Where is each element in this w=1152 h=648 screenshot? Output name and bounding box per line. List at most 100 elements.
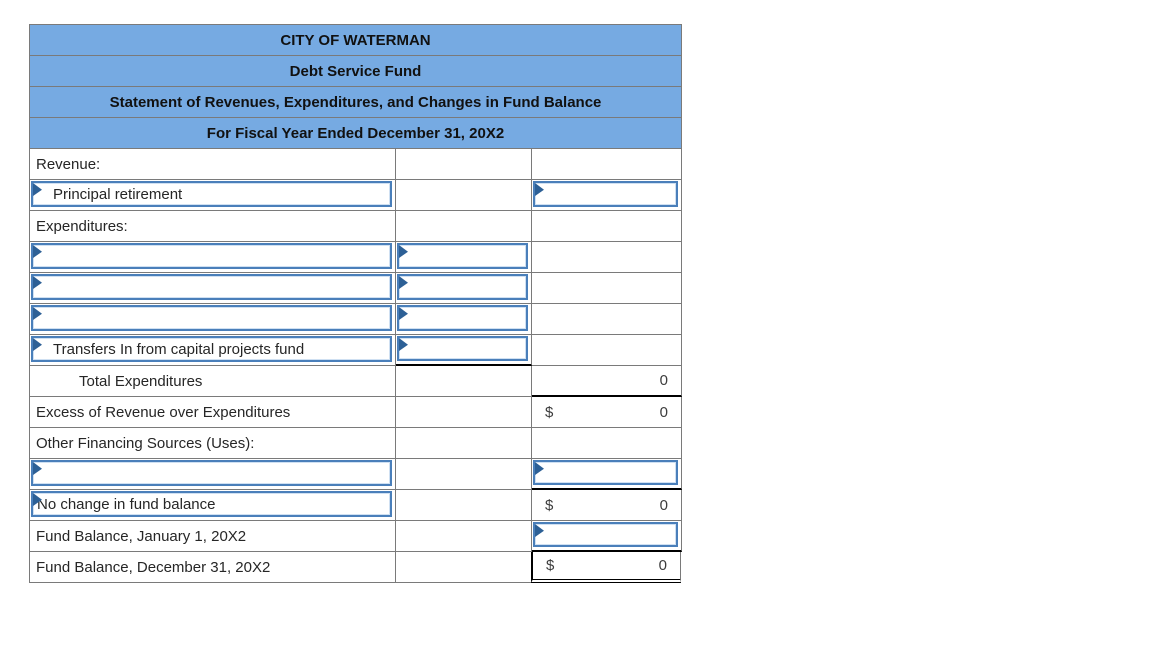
other-financing-blank-c1	[30, 459, 396, 490]
expenditure-blank-1-c3	[532, 242, 682, 273]
expenditure-blank-1-c1-input[interactable]	[31, 243, 392, 269]
expenditure-blank-1-c1	[30, 242, 396, 273]
principal-retirement-label: Principal retirement	[53, 185, 183, 203]
expenditure-blank-3-c1	[30, 304, 396, 335]
table-row: Transfers In from capital projects fund	[30, 335, 682, 366]
table-row: Total Expenditures 0	[30, 366, 682, 397]
corner-flag-icon	[399, 276, 408, 289]
corner-flag-icon	[399, 307, 408, 320]
statement-header: CITY OF WATERMAN Debt Service Fund State…	[30, 25, 682, 149]
other-financing-c1: Other Financing Sources (Uses):	[30, 428, 396, 459]
expenditure-blank-1-c2-input[interactable]	[397, 243, 528, 269]
expenditures-section-label: Expenditures:	[36, 217, 128, 235]
expenditure-blank-2-c2	[396, 273, 532, 304]
table-row: Excess of Revenue over Expenditures $0	[30, 397, 682, 428]
fund-title: Debt Service Fund	[30, 56, 682, 87]
corner-flag-icon	[33, 338, 42, 351]
other-financing-c2	[396, 428, 532, 459]
expenditure-blank-3-c2	[396, 304, 532, 335]
transfers-in-c3	[532, 335, 682, 366]
other-financing-blank-c2	[396, 459, 532, 490]
transfers-in-c1-input[interactable]: Transfers In from capital projects fund	[31, 336, 392, 362]
fund-balance-jan-c3-input[interactable]	[533, 522, 678, 547]
expenditure-blank-3-c1-input[interactable]	[31, 305, 392, 331]
statement-table: CITY OF WATERMAN Debt Service Fund State…	[29, 24, 682, 583]
table-row: Fund Balance, December 31, 20X2 $0	[30, 552, 682, 583]
table-row	[30, 459, 682, 490]
expenditure-blank-2-c2-input[interactable]	[397, 274, 528, 300]
expenditures-section-c2	[396, 211, 532, 242]
corner-flag-icon	[33, 183, 42, 196]
total-expenditures-amount: 0	[532, 372, 681, 389]
table-row: Revenue:	[30, 149, 682, 180]
amount-value: 0	[659, 403, 668, 421]
fund-balance-jan-label: Fund Balance, January 1, 20X2	[36, 527, 247, 545]
transfers-in-label: Transfers In from capital projects fund	[53, 340, 305, 358]
corner-flag-icon	[33, 245, 42, 258]
excess-revenue-c2	[396, 397, 532, 428]
transfers-in-c2-input[interactable]	[397, 336, 528, 361]
other-financing-blank-c1-input[interactable]	[31, 460, 392, 486]
no-change-label: No change in fund balance	[37, 495, 216, 513]
corner-flag-icon	[535, 524, 544, 537]
principal-retirement-c3-input[interactable]	[533, 181, 678, 207]
other-financing-blank-c3-input[interactable]	[533, 460, 678, 485]
period-title: For Fiscal Year Ended December 31, 20X2	[30, 118, 682, 149]
no-change-c1: No change in fund balance	[30, 490, 396, 521]
excess-revenue-c3: $0	[532, 397, 682, 428]
expenditures-section-c3	[532, 211, 682, 242]
no-change-c3: $0	[532, 490, 682, 521]
corner-flag-icon	[399, 338, 408, 351]
fund-balance-jan-c1: Fund Balance, January 1, 20X2	[30, 521, 396, 552]
corner-flag-icon	[535, 183, 544, 196]
corner-flag-icon	[535, 462, 544, 475]
fund-balance-dec-label: Fund Balance, December 31, 20X2	[36, 558, 271, 576]
no-change-c2	[396, 490, 532, 521]
amount-value: 0	[658, 557, 667, 574]
other-financing-label: Other Financing Sources (Uses):	[36, 434, 255, 452]
expenditure-blank-2-c1	[30, 273, 396, 304]
table-row: Expenditures:	[30, 211, 682, 242]
currency-symbol: $	[545, 403, 554, 421]
amount-value: 0	[659, 496, 668, 514]
principal-retirement-c1-input[interactable]: Principal retirement	[31, 181, 392, 207]
expenditure-blank-2-c3	[532, 273, 682, 304]
company-title: CITY OF WATERMAN	[30, 25, 682, 56]
table-row: Other Financing Sources (Uses):	[30, 428, 682, 459]
table-body: Revenue: Principal retirement Expenditures…	[30, 149, 682, 583]
expenditure-blank-1-c2	[396, 242, 532, 273]
fund-balance-dec-amount: $0	[533, 557, 680, 574]
revenue-section-c2	[396, 149, 532, 180]
no-change-c1-input[interactable]: No change in fund balance	[31, 491, 392, 517]
table-row: Principal retirement	[30, 180, 682, 211]
currency-symbol: $	[546, 557, 555, 574]
amount-value: 0	[659, 372, 668, 389]
no-change-amount: $0	[532, 497, 681, 514]
excess-revenue-amount: $0	[532, 404, 681, 421]
total-expenditures-c3: 0	[532, 366, 682, 397]
revenue-section-label: Revenue:	[36, 155, 101, 173]
fund-balance-dec-c3: $0	[531, 552, 681, 583]
principal-retirement-c3	[532, 180, 682, 211]
expenditure-blank-3-c2-input[interactable]	[397, 305, 528, 331]
currency-symbol: $	[545, 496, 554, 514]
corner-flag-icon	[33, 462, 42, 475]
excess-revenue-c1: Excess of Revenue over Expenditures	[30, 397, 396, 428]
table-row: Fund Balance, January 1, 20X2	[30, 521, 682, 552]
corner-flag-icon	[33, 307, 42, 320]
revenue-section-c1: Revenue:	[30, 149, 396, 180]
table-row	[30, 304, 682, 335]
table-row: No change in fund balance $0	[30, 490, 682, 521]
table-row	[30, 242, 682, 273]
excess-revenue-label: Excess of Revenue over Expenditures	[36, 403, 291, 421]
total-expenditures-label: Total Expenditures	[79, 372, 203, 390]
other-financing-blank-c3	[532, 459, 682, 490]
transfers-in-c1: Transfers In from capital projects fund	[30, 335, 396, 366]
fund-balance-jan-c2	[396, 521, 532, 552]
expenditures-section-c1: Expenditures:	[30, 211, 396, 242]
corner-flag-icon	[33, 493, 42, 506]
fund-balance-dec-c2	[396, 552, 532, 583]
expenditure-blank-2-c1-input[interactable]	[31, 274, 392, 300]
table-row	[30, 273, 682, 304]
corner-flag-icon	[399, 245, 408, 258]
